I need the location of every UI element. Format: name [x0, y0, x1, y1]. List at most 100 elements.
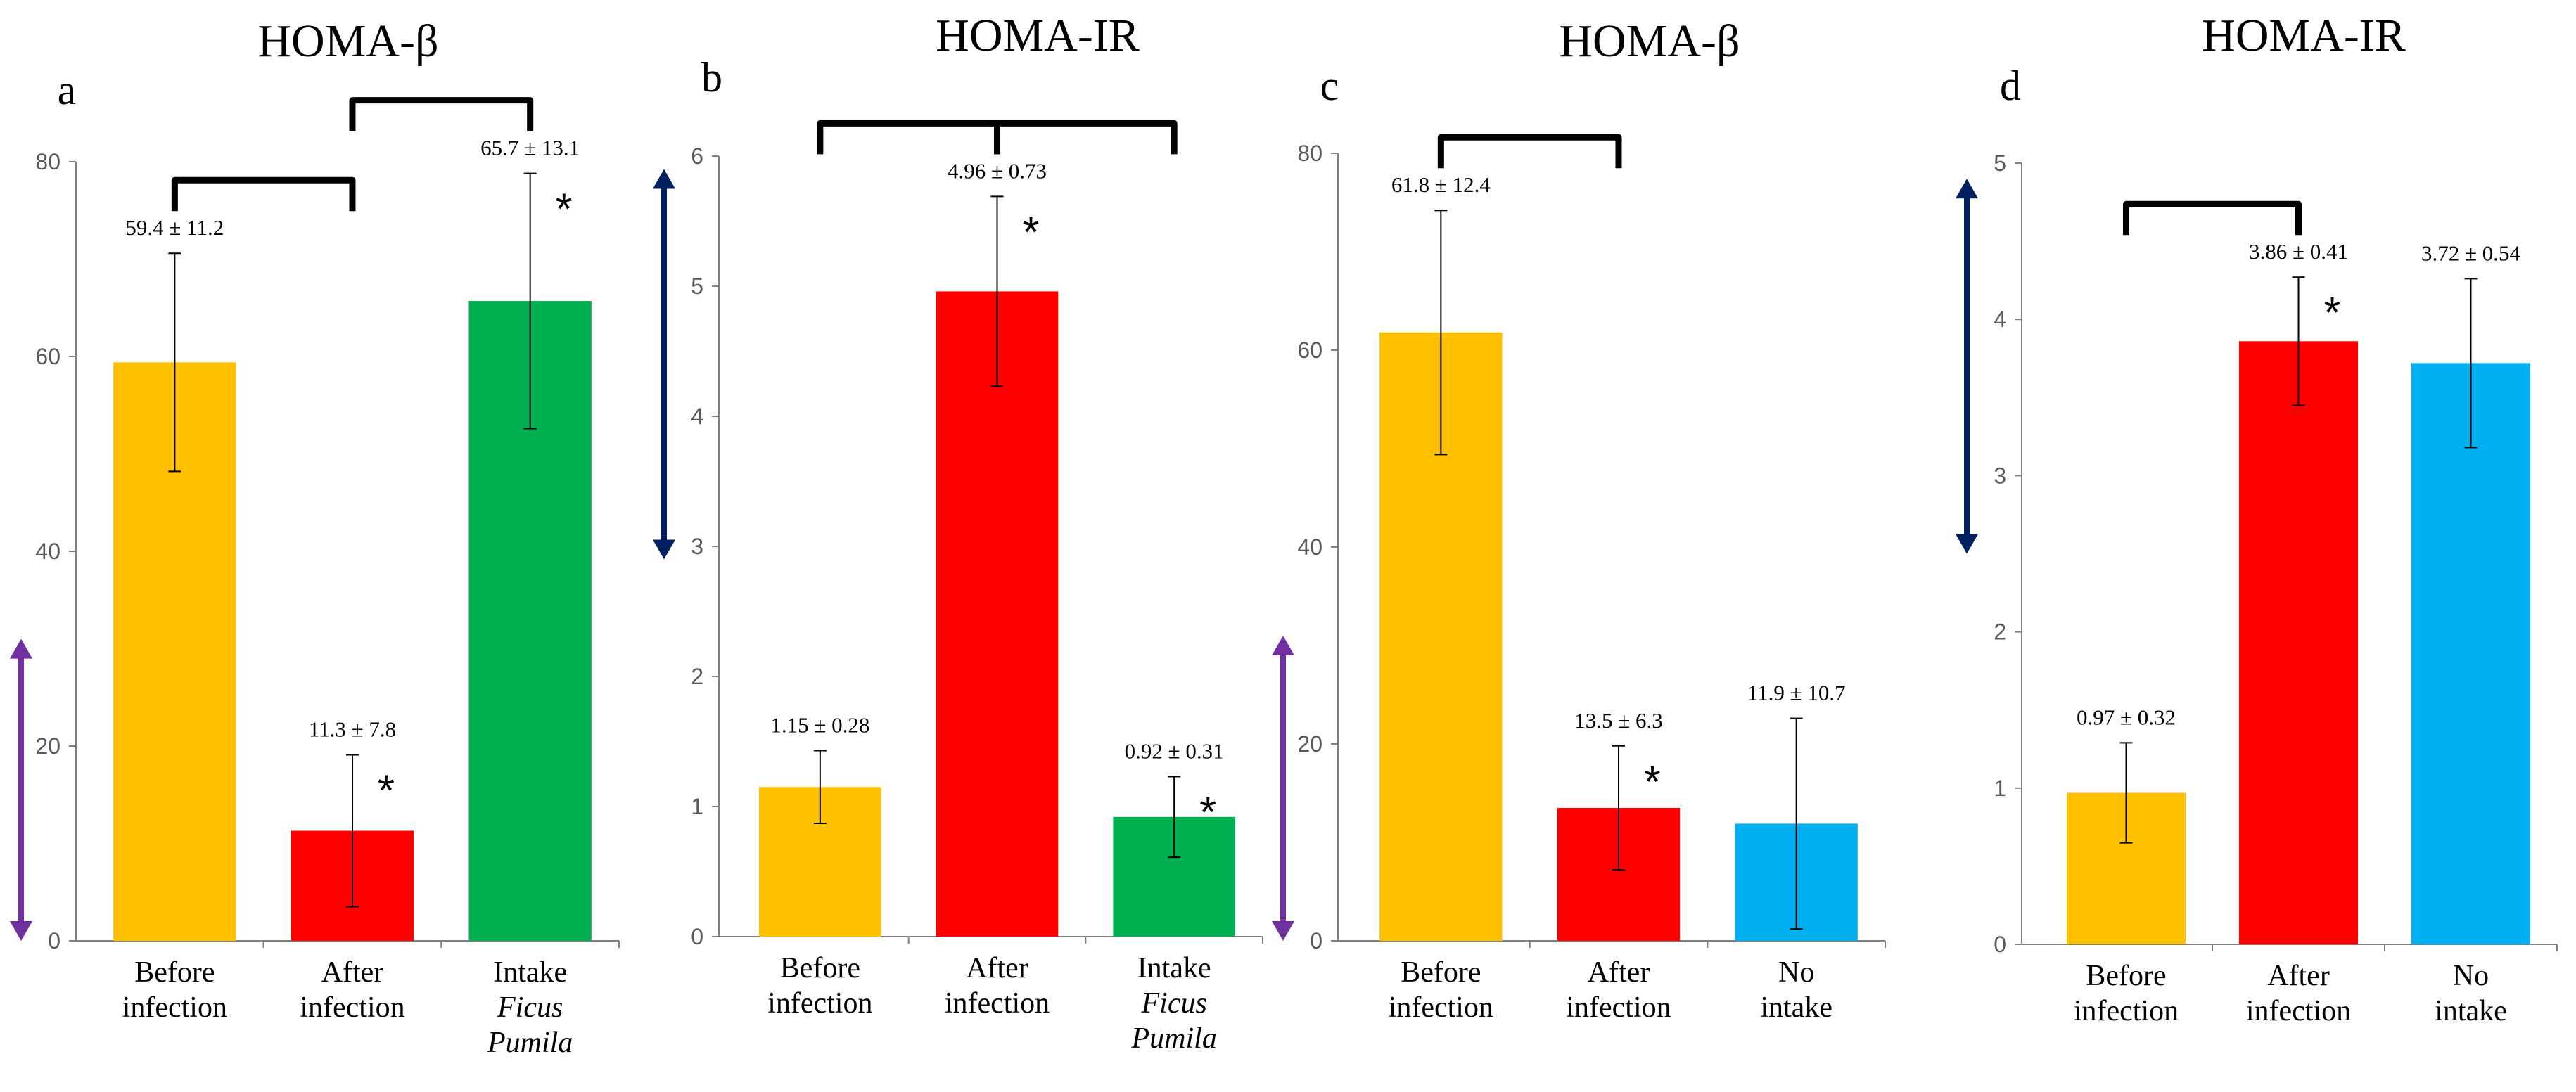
- x-category-line: After: [2267, 960, 2330, 992]
- bar: [2238, 341, 2359, 945]
- x-category-label: After infection: [2246, 960, 2351, 1027]
- range-arrow-head: [1956, 534, 1978, 554]
- x-category-line: intake: [2435, 995, 2507, 1027]
- panel-letter: a: [58, 67, 77, 113]
- x-category-label: After infection: [945, 952, 1050, 1020]
- chart-title: HOMA-IR: [936, 10, 1140, 61]
- x-category-line: infection: [767, 987, 872, 1020]
- y-tick-label: 0: [691, 924, 703, 949]
- comparison-bracket: [994, 120, 1178, 155]
- x-category-line: Before: [780, 952, 860, 984]
- comparison-bracket: [171, 176, 356, 212]
- x-category-line: infection: [300, 991, 404, 1024]
- y-tick-label: 20: [35, 733, 60, 759]
- x-category-label: Before infection: [767, 952, 872, 1020]
- y-tick-label: 4: [691, 404, 703, 429]
- x-category-line: After: [1588, 956, 1650, 989]
- bar: [2411, 363, 2531, 944]
- panel-letter: d: [2000, 63, 2021, 109]
- y-tick-label: 5: [691, 274, 703, 299]
- y-tick-label: 40: [1297, 534, 1322, 560]
- x-category-line: No: [2453, 960, 2489, 992]
- data-label: 4.96 ± 0.73: [948, 158, 1047, 183]
- x-category-line: infection: [2246, 995, 2351, 1027]
- y-tick-label: 60: [35, 344, 60, 369]
- chart-title: HOMA-β: [257, 15, 438, 67]
- significance-star: *: [2323, 289, 2340, 338]
- y-tick-label: 0: [48, 928, 60, 953]
- data-label: 61.8 ± 12.4: [1391, 172, 1491, 197]
- x-category-label: Intake Ficus Pumila: [487, 956, 573, 1059]
- x-category-line: Ficus: [497, 991, 563, 1024]
- y-tick-label: 6: [691, 143, 703, 169]
- comparison-bracket: [817, 120, 1000, 155]
- y-tick-label: 5: [1994, 150, 2006, 176]
- significance-star: *: [1644, 758, 1661, 807]
- data-label: 3.86 ± 0.41: [2249, 239, 2348, 264]
- x-category-line: After: [321, 956, 384, 989]
- data-label: 11.9 ± 10.7: [1747, 681, 1846, 705]
- x-category-label: No intake: [1760, 956, 1832, 1024]
- y-tick-label: 20: [1297, 731, 1322, 757]
- y-tick-label: 0: [1994, 932, 2006, 957]
- comparison-bracket: [349, 97, 534, 131]
- panel-letter: b: [701, 54, 722, 101]
- range-arrow-head: [1956, 179, 1978, 199]
- x-category-label: Before infection: [1389, 956, 1493, 1024]
- range-arrow-head: [1272, 921, 1294, 941]
- data-label: 13.5 ± 6.3: [1574, 708, 1663, 733]
- y-tick-label: 1: [691, 794, 703, 819]
- x-category-label: Before infection: [2074, 960, 2179, 1027]
- significance-star: *: [378, 766, 395, 815]
- chart-title: HOMA-IR: [2202, 10, 2406, 61]
- bar: [936, 291, 1059, 937]
- y-tick-label: 40: [35, 539, 60, 564]
- y-tick-label: 80: [35, 149, 60, 174]
- y-tick-label: 3: [1994, 463, 2006, 488]
- x-category-line: Ficus: [1141, 987, 1207, 1020]
- comparison-bracket: [2123, 200, 2302, 236]
- x-category-line: Intake: [493, 956, 567, 989]
- chart-title: HOMA-β: [1559, 15, 1740, 67]
- x-category-line: infection: [1566, 991, 1671, 1024]
- range-arrow-head: [1272, 636, 1294, 655]
- comparison-bracket: [1437, 134, 1622, 169]
- x-category-label: After infection: [300, 956, 404, 1024]
- panel-letter: c: [1320, 63, 1339, 109]
- data-label: 1.15 ± 0.28: [770, 712, 869, 737]
- y-tick-label: 4: [1994, 307, 2006, 332]
- range-arrow-head: [10, 921, 32, 941]
- x-category-line: No: [1778, 956, 1814, 989]
- y-tick-label: 0: [1310, 928, 1322, 953]
- x-category-line: After: [966, 952, 1028, 984]
- x-category-line: infection: [2074, 995, 2179, 1027]
- y-tick-label: 3: [691, 534, 703, 559]
- y-tick-label: 2: [691, 664, 703, 689]
- range-arrow-head: [10, 638, 32, 659]
- significance-star: *: [1199, 788, 1216, 837]
- x-category-line: Pumila: [1131, 1022, 1217, 1055]
- x-category-label: Before infection: [122, 956, 227, 1024]
- x-category-line: infection: [122, 991, 227, 1024]
- x-category-label: No intake: [2435, 960, 2507, 1027]
- x-category-line: infection: [1389, 991, 1493, 1024]
- range-arrow-head: [653, 539, 675, 560]
- x-category-line: Pumila: [487, 1027, 573, 1059]
- x-category-line: Before: [134, 956, 215, 989]
- data-label: 11.3 ± 7.8: [309, 717, 396, 741]
- y-tick-label: 80: [1297, 141, 1322, 166]
- x-category-line: Before: [1401, 956, 1481, 989]
- y-tick-label: 1: [1994, 776, 2006, 801]
- range-arrow-head: [653, 169, 675, 189]
- data-label: 3.72 ± 0.54: [2421, 240, 2521, 265]
- data-label: 59.4 ± 11.2: [125, 215, 224, 240]
- x-category-line: intake: [1760, 991, 1832, 1024]
- x-category-label: After infection: [1566, 956, 1671, 1024]
- x-category-line: infection: [945, 987, 1050, 1020]
- x-category-line: Before: [2086, 960, 2166, 992]
- x-category-line: Intake: [1137, 952, 1211, 984]
